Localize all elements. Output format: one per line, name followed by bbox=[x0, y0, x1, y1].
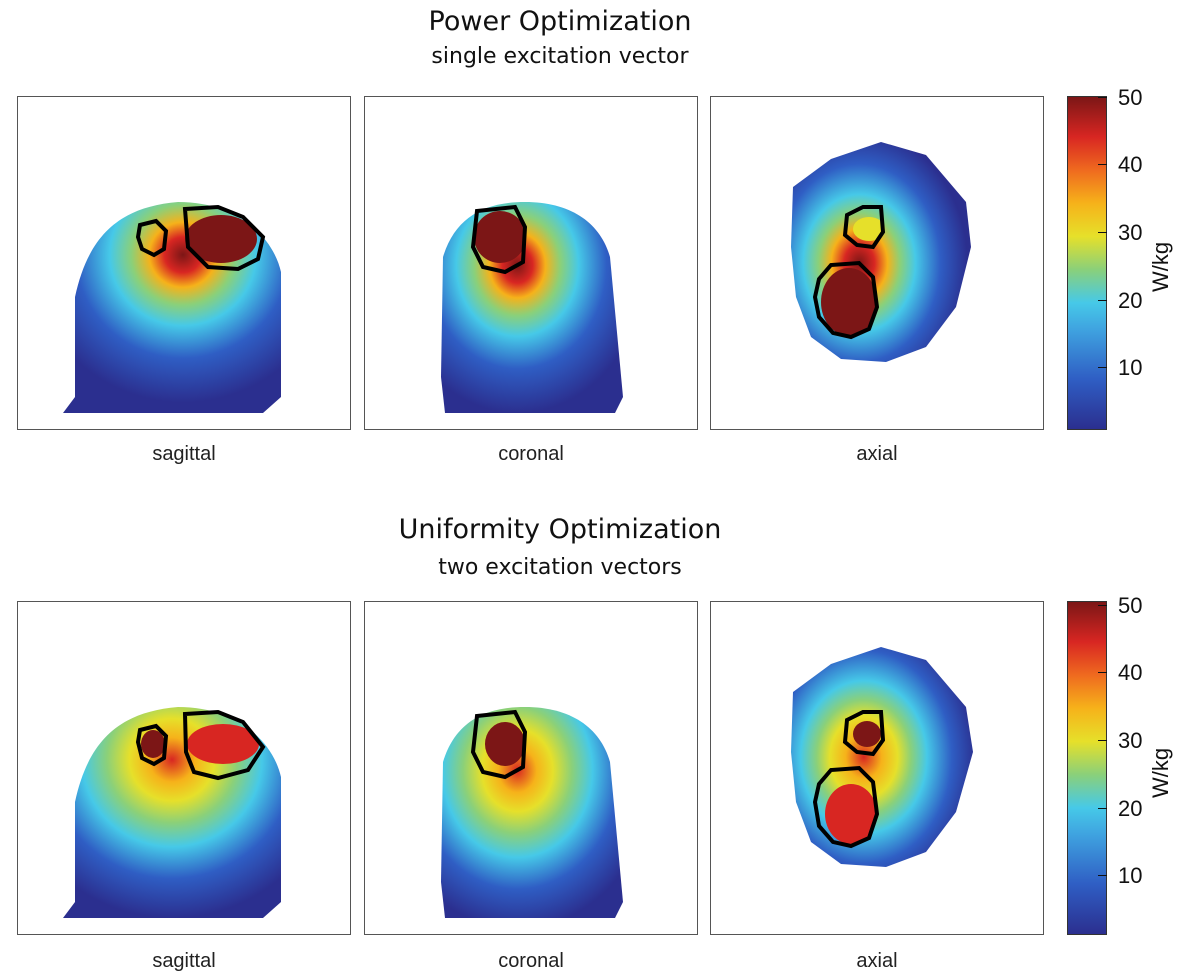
row2-tick-mark bbox=[1098, 740, 1107, 741]
row2-sagittal-label: sagittal bbox=[152, 950, 216, 972]
row2-tick-20: 20 bbox=[1118, 796, 1143, 821]
row2-tick-mark bbox=[1098, 605, 1107, 606]
row2-tick-30: 30 bbox=[1118, 728, 1143, 753]
row1-tick-mark bbox=[1098, 164, 1107, 165]
row1-axial-label: axial bbox=[856, 443, 898, 465]
row2-tick-mark bbox=[1098, 808, 1107, 809]
row2-title: Uniformity Optimization bbox=[398, 514, 722, 545]
row2-axial-label: axial bbox=[856, 950, 898, 972]
row2-colorbar-label: W/kg bbox=[1148, 747, 1173, 798]
row2-tick-mark bbox=[1098, 672, 1107, 673]
row1-coronal-map bbox=[364, 96, 698, 430]
row1-coronal-label: coronal bbox=[498, 443, 564, 465]
row1-tick-20: 20 bbox=[1118, 288, 1143, 313]
row1-colorbar-label: W/kg bbox=[1148, 241, 1173, 292]
row1-sagittal-label: sagittal bbox=[152, 443, 216, 465]
row1-tick-mark bbox=[1098, 300, 1107, 301]
row1-title: Power Optimization bbox=[428, 6, 692, 37]
row1-tick-30: 30 bbox=[1118, 220, 1143, 245]
row2-subtitle: two excitation vectors bbox=[438, 555, 682, 580]
row2-tick-40: 40 bbox=[1118, 660, 1143, 685]
row2-coronal-map bbox=[364, 601, 698, 935]
row1-subtitle: single excitation vector bbox=[431, 44, 689, 69]
row2-axial-map bbox=[710, 601, 1044, 935]
row1-tick-mark bbox=[1098, 232, 1107, 233]
row1-tick-50: 50 bbox=[1118, 85, 1143, 110]
row2-colorbar bbox=[1067, 601, 1107, 935]
row2-tick-mark bbox=[1098, 875, 1107, 876]
row2-sagittal-map bbox=[17, 601, 351, 935]
row1-axial-map bbox=[710, 96, 1044, 430]
row2-tick-10: 10 bbox=[1118, 863, 1143, 888]
row2-tick-50: 50 bbox=[1118, 593, 1143, 618]
row2-coronal-label: coronal bbox=[498, 950, 564, 972]
row1-tick-40: 40 bbox=[1118, 152, 1143, 177]
row1-sagittal-map bbox=[17, 96, 351, 430]
row1-colorbar bbox=[1067, 96, 1107, 430]
row1-tick-mark bbox=[1098, 97, 1107, 98]
row1-tick-mark bbox=[1098, 367, 1107, 368]
row1-tick-10: 10 bbox=[1118, 355, 1143, 380]
